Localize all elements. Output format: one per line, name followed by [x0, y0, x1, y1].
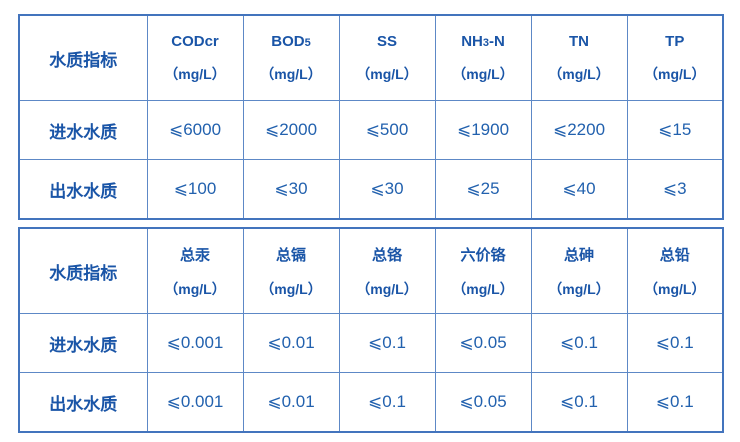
column-name-pre: 总铬	[371, 246, 402, 264]
column-unit: （mg/L）	[644, 65, 706, 82]
column-name-pre: 总砷	[563, 246, 594, 264]
row-label-influent: 进水水质	[18, 100, 148, 160]
header-row: 水质指标 CODcr （mg/L） BOD5 （mg/L） SS （mg/L） …	[18, 14, 724, 101]
column-name: BOD5	[244, 32, 338, 50]
column-name: 六价铬	[436, 244, 530, 265]
value-cell: ⩽0.1	[530, 313, 628, 373]
column-unit: （mg/L）	[548, 280, 610, 297]
column-name-pre: SS	[376, 32, 397, 50]
column-name-sub: 3	[482, 36, 489, 49]
column-unit: （mg/L）	[644, 280, 706, 297]
column-header-tp: TP （mg/L）	[626, 14, 724, 101]
value-cell: ⩽0.01	[242, 313, 340, 373]
value-cell: ⩽30	[338, 159, 436, 220]
row-label-influent: 进水水质	[18, 313, 148, 373]
column-header-total-chromium: 总铬 （mg/L）	[338, 227, 436, 314]
column-name: 总铅	[628, 244, 722, 265]
column-name: 总砷	[532, 244, 626, 265]
value-cell: ⩽0.05	[434, 372, 532, 433]
column-name: TN	[532, 32, 626, 50]
value-cell: ⩽0.1	[626, 372, 724, 433]
value-cell: ⩽40	[530, 159, 628, 220]
column-unit: （mg/L）	[356, 280, 418, 297]
column-name-pre: NH	[461, 32, 483, 50]
water-quality-table-heavy-metals: 水质指标 总汞 （mg/L） 总镉 （mg/L） 总铬 （mg/L） 六价铬 （…	[18, 227, 724, 433]
influent-row: 进水水质 ⩽0.001 ⩽0.01 ⩽0.1 ⩽0.05 ⩽0.1 ⩽0.1	[18, 313, 724, 373]
row-label-effluent: 出水水质	[18, 372, 148, 433]
effluent-row: 出水水质 ⩽0.001 ⩽0.01 ⩽0.1 ⩽0.05 ⩽0.1 ⩽0.1	[18, 372, 724, 433]
column-name-post: -N	[488, 32, 505, 50]
column-unit: （mg/L）	[260, 280, 322, 297]
value-cell: ⩽6000	[146, 100, 244, 160]
column-header-hexavalent-chromium: 六价铬 （mg/L）	[434, 227, 532, 314]
column-name: NH3-N	[436, 32, 530, 50]
water-quality-table-conventional: 水质指标 CODcr （mg/L） BOD5 （mg/L） SS （mg/L） …	[18, 14, 724, 220]
column-header-ss: SS （mg/L）	[338, 14, 436, 101]
column-name-pre: BOD	[271, 32, 305, 50]
column-header-tn: TN （mg/L）	[530, 14, 628, 101]
column-name-pre: 总汞	[179, 246, 210, 264]
column-unit: （mg/L）	[452, 280, 514, 297]
row-header-cell: 水质指标	[18, 227, 148, 314]
column-name-pre: 六价铬	[460, 246, 506, 264]
column-header-bod5: BOD5 （mg/L）	[242, 14, 340, 101]
column-name: 总镉	[244, 244, 338, 265]
column-name-pre: 总铅	[659, 246, 690, 264]
value-cell: ⩽0.1	[338, 313, 436, 373]
value-cell: ⩽0.05	[434, 313, 532, 373]
value-cell: ⩽500	[338, 100, 436, 160]
influent-row: 进水水质 ⩽6000 ⩽2000 ⩽500 ⩽1900 ⩽2200 ⩽15	[18, 100, 724, 160]
value-cell: ⩽2000	[242, 100, 340, 160]
value-cell: ⩽3	[626, 159, 724, 220]
column-header-total-mercury: 总汞 （mg/L）	[146, 227, 244, 314]
header-row: 水质指标 总汞 （mg/L） 总镉 （mg/L） 总铬 （mg/L） 六价铬 （…	[18, 227, 724, 314]
table-heavy-metals: 水质指标 总汞 （mg/L） 总镉 （mg/L） 总铬 （mg/L） 六价铬 （…	[18, 227, 724, 433]
value-cell: ⩽15	[626, 100, 724, 160]
column-name: CODcr	[148, 32, 242, 50]
column-name: TP	[628, 32, 722, 50]
column-name-sub: 5	[304, 36, 311, 49]
column-name-pre: 总镉	[275, 246, 306, 264]
value-cell: ⩽1900	[434, 100, 532, 160]
column-unit: （mg/L）	[356, 65, 418, 82]
row-header-cell: 水质指标	[18, 14, 148, 101]
column-header-codcr: CODcr （mg/L）	[146, 14, 244, 101]
column-name-pre: TP	[665, 32, 685, 50]
value-cell: ⩽0.1	[338, 372, 436, 433]
column-name: 总铬	[340, 244, 434, 265]
value-cell: ⩽100	[146, 159, 244, 220]
column-name: 总汞	[148, 244, 242, 265]
value-cell: ⩽2200	[530, 100, 628, 160]
value-cell: ⩽0.001	[146, 372, 244, 433]
value-cell: ⩽30	[242, 159, 340, 220]
value-cell: ⩽0.1	[530, 372, 628, 433]
column-unit: （mg/L）	[452, 65, 514, 82]
column-unit: （mg/L）	[164, 280, 226, 297]
column-unit: （mg/L）	[548, 65, 610, 82]
column-unit: （mg/L）	[164, 65, 226, 82]
column-unit: （mg/L）	[260, 65, 322, 82]
column-header-total-arsenic: 总砷 （mg/L）	[530, 227, 628, 314]
column-header-total-cadmium: 总镉 （mg/L）	[242, 227, 340, 314]
value-cell: ⩽0.001	[146, 313, 244, 373]
effluent-row: 出水水质 ⩽100 ⩽30 ⩽30 ⩽25 ⩽40 ⩽3	[18, 159, 724, 220]
column-header-total-lead: 总铅 （mg/L）	[626, 227, 724, 314]
column-name-pre: TN	[569, 32, 589, 50]
column-name: SS	[340, 32, 434, 50]
column-header-nh3n: NH3-N （mg/L）	[434, 14, 532, 101]
column-name-pre: CODcr	[171, 32, 219, 50]
value-cell: ⩽0.01	[242, 372, 340, 433]
table-conventional: 水质指标 CODcr （mg/L） BOD5 （mg/L） SS （mg/L） …	[18, 14, 724, 220]
row-label-effluent: 出水水质	[18, 159, 148, 220]
value-cell: ⩽0.1	[626, 313, 724, 373]
value-cell: ⩽25	[434, 159, 532, 220]
